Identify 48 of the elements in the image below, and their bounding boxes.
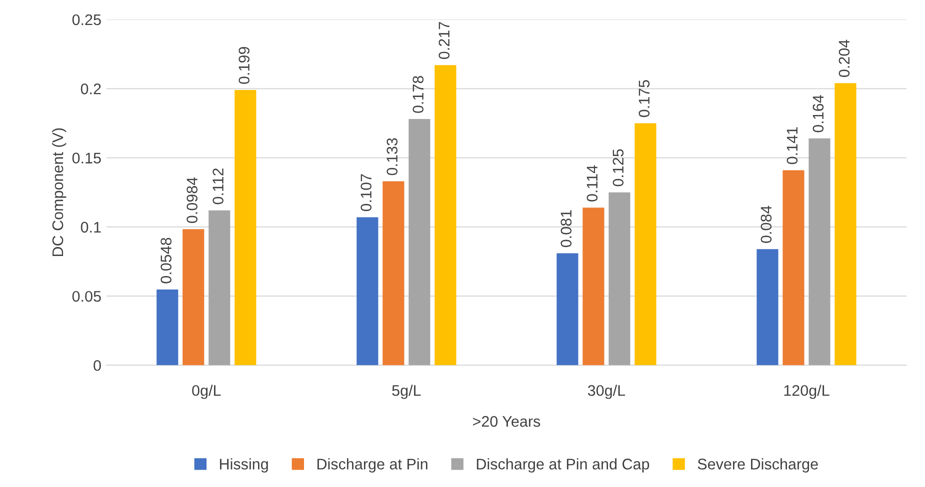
y-tick-label: 0.1 [80, 222, 101, 233]
data-label: 0.125 [612, 149, 624, 186]
bar [808, 138, 830, 366]
bar [408, 119, 430, 366]
x-tick-label: 0g/L [192, 384, 221, 399]
legend-label: Discharge at Pin and Cap [476, 458, 650, 473]
x-tick-label: 30g/L [588, 384, 626, 399]
bar [382, 181, 404, 366]
bar [582, 208, 604, 366]
bar [608, 192, 630, 366]
data-label: 0.0984 [186, 177, 198, 224]
bar [834, 83, 856, 366]
legend-label: Severe Discharge [698, 458, 818, 473]
data-label: 0.217 [438, 22, 450, 59]
data-label: 0.178 [412, 76, 424, 113]
bar [356, 217, 378, 366]
bar [208, 210, 230, 366]
legend-label: Hissing [220, 458, 268, 473]
bar [434, 65, 456, 366]
bar [556, 253, 578, 366]
data-label: 0.107 [360, 174, 372, 212]
legend-label: Discharge at Pin [317, 458, 428, 473]
data-label: 0.204 [838, 40, 850, 77]
y-tick-label: 0.15 [72, 152, 101, 164]
bar [156, 289, 178, 366]
data-label: 0.0548 [160, 238, 172, 284]
y-tick-label: 0 [94, 360, 101, 371]
bar [756, 249, 778, 366]
y-tick-label: 0.2 [80, 84, 101, 94]
data-label: 0.112 [212, 168, 224, 204]
y-axis-title: DC Component (V) [52, 128, 66, 256]
data-label: 0.133 [386, 138, 398, 176]
data-label: 0.175 [638, 80, 650, 118]
y-tick-label: 0.25 [72, 14, 101, 26]
data-label: 0.114 [586, 165, 598, 202]
data-label: 0.164 [812, 95, 824, 132]
data-label: 0.084 [760, 206, 772, 243]
data-label: 0.199 [238, 46, 250, 84]
x-axis-title: >20 Years [472, 416, 540, 427]
bar [782, 170, 804, 366]
bar [234, 90, 256, 366]
bar [634, 123, 656, 366]
y-tick-label: 0.05 [72, 290, 101, 302]
data-label: 0.141 [786, 127, 798, 164]
x-tick-label: 120g/L [784, 384, 830, 399]
data-label: 0.081 [560, 210, 572, 248]
bar [182, 229, 204, 366]
x-tick-label: 5g/L [392, 384, 421, 399]
